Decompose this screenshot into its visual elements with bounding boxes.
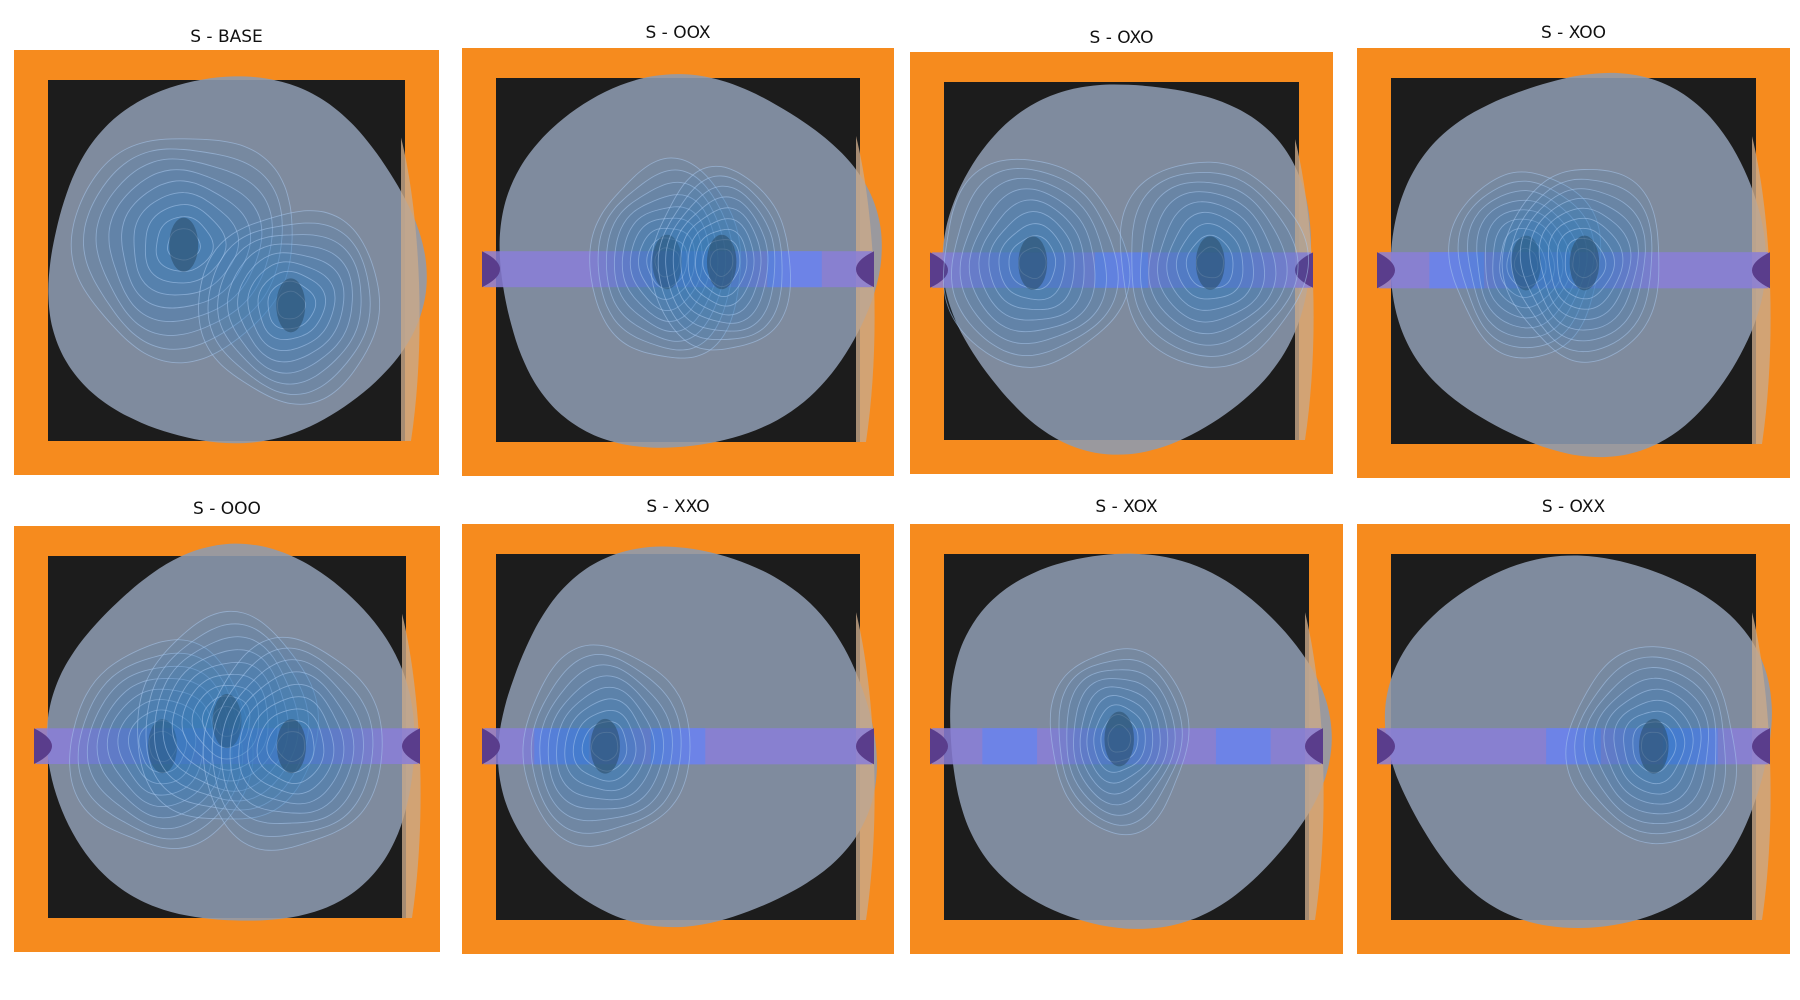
density-peak bbox=[276, 278, 306, 333]
closed-door bbox=[982, 728, 1038, 765]
edge-density bbox=[402, 613, 421, 918]
edge-density bbox=[856, 612, 875, 920]
density-peak bbox=[706, 234, 737, 290]
closed-door bbox=[1546, 728, 1601, 765]
heatmap-plot bbox=[910, 52, 1333, 474]
closed-door bbox=[1429, 252, 1485, 289]
density-background bbox=[48, 76, 427, 444]
closed-door bbox=[650, 728, 706, 765]
closed-door bbox=[1215, 728, 1271, 765]
heatmap-panel: S - OXO bbox=[910, 27, 1333, 474]
density-peak bbox=[1639, 718, 1669, 774]
corridor-cap-right bbox=[856, 728, 874, 765]
edge-density bbox=[1752, 612, 1771, 920]
edge-density bbox=[401, 137, 420, 442]
corridor-cap-right bbox=[1752, 728, 1770, 765]
heatmap-panel: S - OXX bbox=[1357, 496, 1790, 954]
heatmap-plot bbox=[1357, 48, 1790, 478]
heatmap-plot bbox=[14, 50, 439, 475]
heatmap-plot bbox=[1357, 524, 1790, 954]
density-peak bbox=[1104, 711, 1134, 767]
corridor-cap-right bbox=[1752, 252, 1770, 289]
density-peak bbox=[1569, 235, 1600, 291]
density-peak bbox=[276, 719, 306, 774]
panel-title: S - OOO bbox=[193, 499, 261, 519]
corridor-cap-right bbox=[1305, 728, 1323, 765]
panel-title: S - OXX bbox=[1541, 497, 1606, 517]
edge-density bbox=[856, 136, 875, 442]
panel-title: S - XXO bbox=[646, 497, 710, 517]
heatmap-plot bbox=[910, 524, 1343, 954]
corridor-cap-left bbox=[930, 728, 948, 765]
panel-title: S - XOO bbox=[1540, 23, 1607, 43]
corridor-cap-right bbox=[402, 728, 420, 765]
corridor-cap-left bbox=[482, 728, 500, 765]
density-peak bbox=[148, 719, 178, 774]
heatmap-panel: S - OOO bbox=[14, 498, 440, 952]
panel-title: S - BASE bbox=[190, 27, 263, 47]
density-peak bbox=[1018, 236, 1048, 290]
corridor-cap-left bbox=[1377, 252, 1395, 289]
closed-door bbox=[534, 728, 589, 765]
heatmap-plot bbox=[462, 48, 894, 476]
heatmap-panel: S - XXO bbox=[462, 496, 894, 954]
heatmap-panel: S - BASE bbox=[14, 26, 439, 475]
edge-density bbox=[1305, 612, 1324, 920]
corridor-cap-left bbox=[34, 728, 52, 765]
density-peak bbox=[212, 694, 242, 749]
edge-density bbox=[1752, 136, 1771, 445]
heatmap-plot bbox=[462, 524, 894, 954]
density-peak bbox=[1511, 235, 1541, 291]
density-peak bbox=[590, 718, 620, 774]
corridor-cap-left bbox=[482, 251, 500, 288]
panel-title: S - XOX bbox=[1095, 497, 1158, 517]
panel-title: S - OXO bbox=[1089, 28, 1154, 48]
panel-title: S - OOX bbox=[645, 23, 711, 43]
corridor-cap-right bbox=[856, 251, 874, 288]
density-peak bbox=[1195, 236, 1225, 290]
closed-door bbox=[767, 251, 822, 288]
corridor-cap-left bbox=[1377, 728, 1395, 765]
heatmap-plot bbox=[14, 526, 440, 952]
heatmap-panel: S - XOO bbox=[1357, 22, 1790, 478]
heatmap-panel: S - OOX bbox=[462, 22, 894, 476]
heatmap-panel: S - XOX bbox=[910, 496, 1343, 954]
density-peak bbox=[169, 217, 199, 272]
edge-density bbox=[1295, 139, 1314, 440]
